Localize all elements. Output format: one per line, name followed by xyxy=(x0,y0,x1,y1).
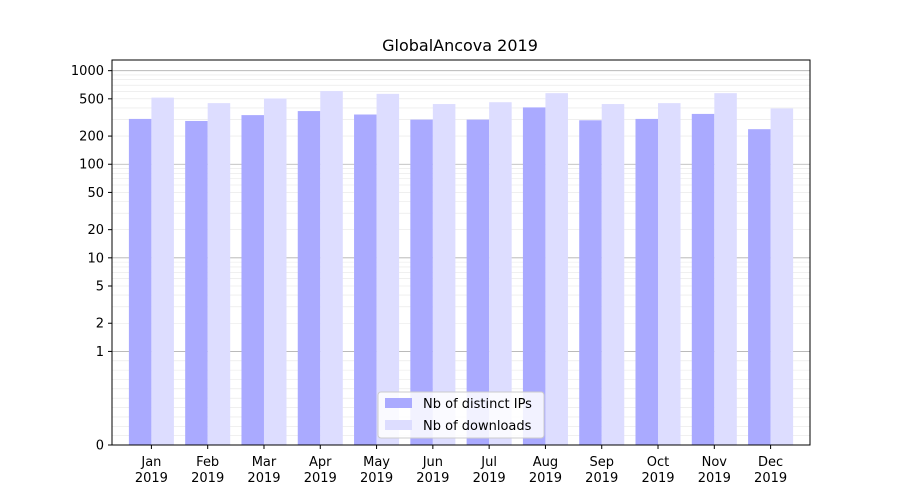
x-tick-label: Sep 2019 xyxy=(585,455,618,486)
x-tick-label: Oct 2019 xyxy=(641,455,674,486)
bar-downloads xyxy=(658,103,681,445)
bar-downloads xyxy=(489,102,512,446)
x-tick-label: Feb 2019 xyxy=(191,455,224,486)
bar-distinct-ips xyxy=(635,118,659,445)
x-tick-label: Jul 2019 xyxy=(473,455,506,486)
bar-distinct-ips xyxy=(185,120,208,445)
x-tick-label: Nov 2019 xyxy=(698,455,731,486)
bar-distinct-ips xyxy=(128,118,152,445)
x-tick-label: Jan 2019 xyxy=(135,455,168,486)
bar-downloads xyxy=(432,104,456,445)
y-tick-label: 1000 xyxy=(71,64,104,79)
bar-distinct-ips xyxy=(691,113,715,446)
y-axis: 0 1 2 5 10 20 50 100 200 500 1000 xyxy=(71,64,112,454)
legend-swatch-downloads xyxy=(385,420,412,430)
bar-downloads xyxy=(320,91,343,446)
x-tick-label: May 2019 xyxy=(360,455,393,486)
bar-downloads xyxy=(207,103,231,445)
y-tick-label: 50 xyxy=(87,186,104,201)
bar-downloads xyxy=(770,108,794,446)
x-tick-label: Jun 2019 xyxy=(416,455,449,486)
bars xyxy=(128,91,794,446)
bar-downloads xyxy=(601,104,625,445)
bar-downloads xyxy=(376,93,400,445)
y-tick-label: 200 xyxy=(79,130,104,145)
bar-distinct-ips xyxy=(748,129,771,446)
bar-distinct-ips xyxy=(297,111,321,445)
y-tick-label: 0 xyxy=(96,439,104,454)
x-tick-label: Mar 2019 xyxy=(247,455,280,486)
legend-box xyxy=(377,391,545,439)
bar-distinct-ips xyxy=(466,119,490,446)
bar-distinct-ips xyxy=(354,114,377,445)
x-tick-label: Dec 2019 xyxy=(754,455,787,486)
y-tick-label: 2 xyxy=(96,317,104,332)
bar-downloads xyxy=(263,98,287,445)
plot-area-frame xyxy=(111,59,811,446)
x-axis: Jan 2019 Feb 2019 Mar 2019 Apr 2019 May 2019 Jun 20… xyxy=(135,445,787,486)
bar-distinct-ips xyxy=(241,115,264,446)
legend-label-downloads: Nb of downloads xyxy=(423,419,532,434)
bar-downloads xyxy=(151,97,174,445)
y-tick-label: 500 xyxy=(79,92,104,107)
bar-downloads xyxy=(545,93,568,446)
bar-downloads xyxy=(714,93,737,446)
y-tick-label: 100 xyxy=(79,158,104,173)
bar-distinct-ips xyxy=(579,120,602,445)
x-tick-label: Apr 2019 xyxy=(304,455,337,486)
y-tick-label: 5 xyxy=(96,280,104,295)
legend-swatch-distinct-ips xyxy=(385,398,412,408)
x-tick-label: Aug 2019 xyxy=(529,455,562,486)
y-tick-label: 10 xyxy=(87,251,104,266)
bar-distinct-ips xyxy=(522,107,546,445)
legend: Nb of distinct IPs Nb of downloads xyxy=(377,391,545,439)
y-tick-label: 20 xyxy=(87,223,104,238)
legend-label-distinct-ips: Nb of distinct IPs xyxy=(423,397,532,412)
chart-title: GlobalAncova 2019 xyxy=(382,36,538,55)
y-tick-label: 1 xyxy=(96,345,104,360)
bar-distinct-ips xyxy=(410,119,433,446)
